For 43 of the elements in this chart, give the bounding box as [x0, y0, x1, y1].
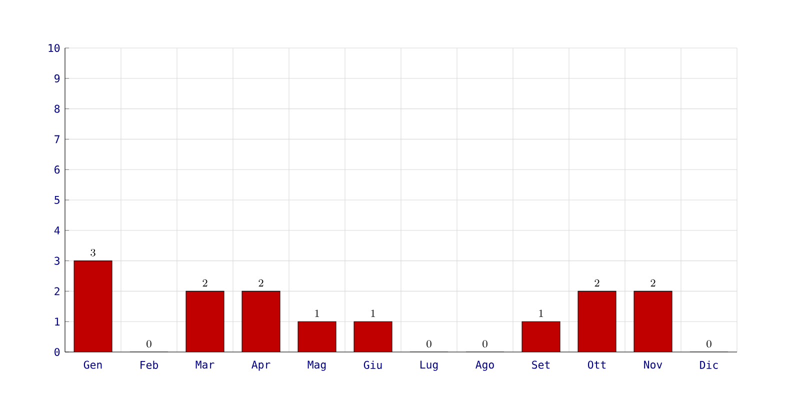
data-label: 1 [371, 310, 375, 317]
x-tick-label: Apr [252, 360, 270, 371]
x-tick-label: Mar [196, 360, 214, 369]
data-label: 1 [315, 310, 319, 317]
bar [74, 260, 112, 352]
x-tick-label: Feb [140, 360, 158, 369]
bar [522, 322, 560, 352]
x-tick-label: Ott [588, 360, 606, 369]
y-tick-label: 10 [48, 44, 60, 52]
y-tick-label: 4 [54, 226, 60, 234]
bar [186, 291, 224, 352]
y-tick-label: 3 [54, 256, 60, 265]
bar [634, 291, 672, 352]
y-tick-label: 2 [54, 287, 60, 296]
y-tick-label: 9 [54, 74, 60, 82]
x-tick-label: Ago [476, 360, 494, 371]
x-tick-label: Gen [84, 360, 102, 369]
bar [354, 322, 392, 352]
y-tick-label: 8 [54, 104, 60, 113]
bar [298, 322, 336, 352]
y-tick-label: 1 [55, 318, 60, 326]
bar [578, 291, 616, 352]
data-label: 3 [90, 249, 96, 256]
data-label: 1 [539, 310, 543, 317]
y-tick-label: 5 [54, 196, 60, 204]
x-tick-label: Nov [644, 360, 662, 369]
data-label: 2 [650, 279, 656, 286]
x-tick-label: Dic [700, 360, 718, 369]
x-tick-label: Giu [364, 360, 382, 369]
x-tick-label: Mag [308, 360, 326, 371]
x-tick-label: Set [532, 360, 550, 369]
data-label: 2 [258, 279, 264, 286]
data-label: 0 [146, 340, 152, 348]
y-tick-label: 7 [54, 135, 60, 144]
y-tick-label: 6 [54, 166, 60, 174]
data-label: 0 [426, 340, 432, 348]
data-label: 2 [594, 279, 600, 286]
data-label: 0 [482, 340, 488, 348]
data-label: 2 [202, 279, 208, 286]
x-tick-label: Lug [420, 360, 438, 371]
y-tick-label: 0 [54, 348, 60, 356]
data-label: 0 [706, 340, 712, 348]
bar [242, 291, 280, 352]
